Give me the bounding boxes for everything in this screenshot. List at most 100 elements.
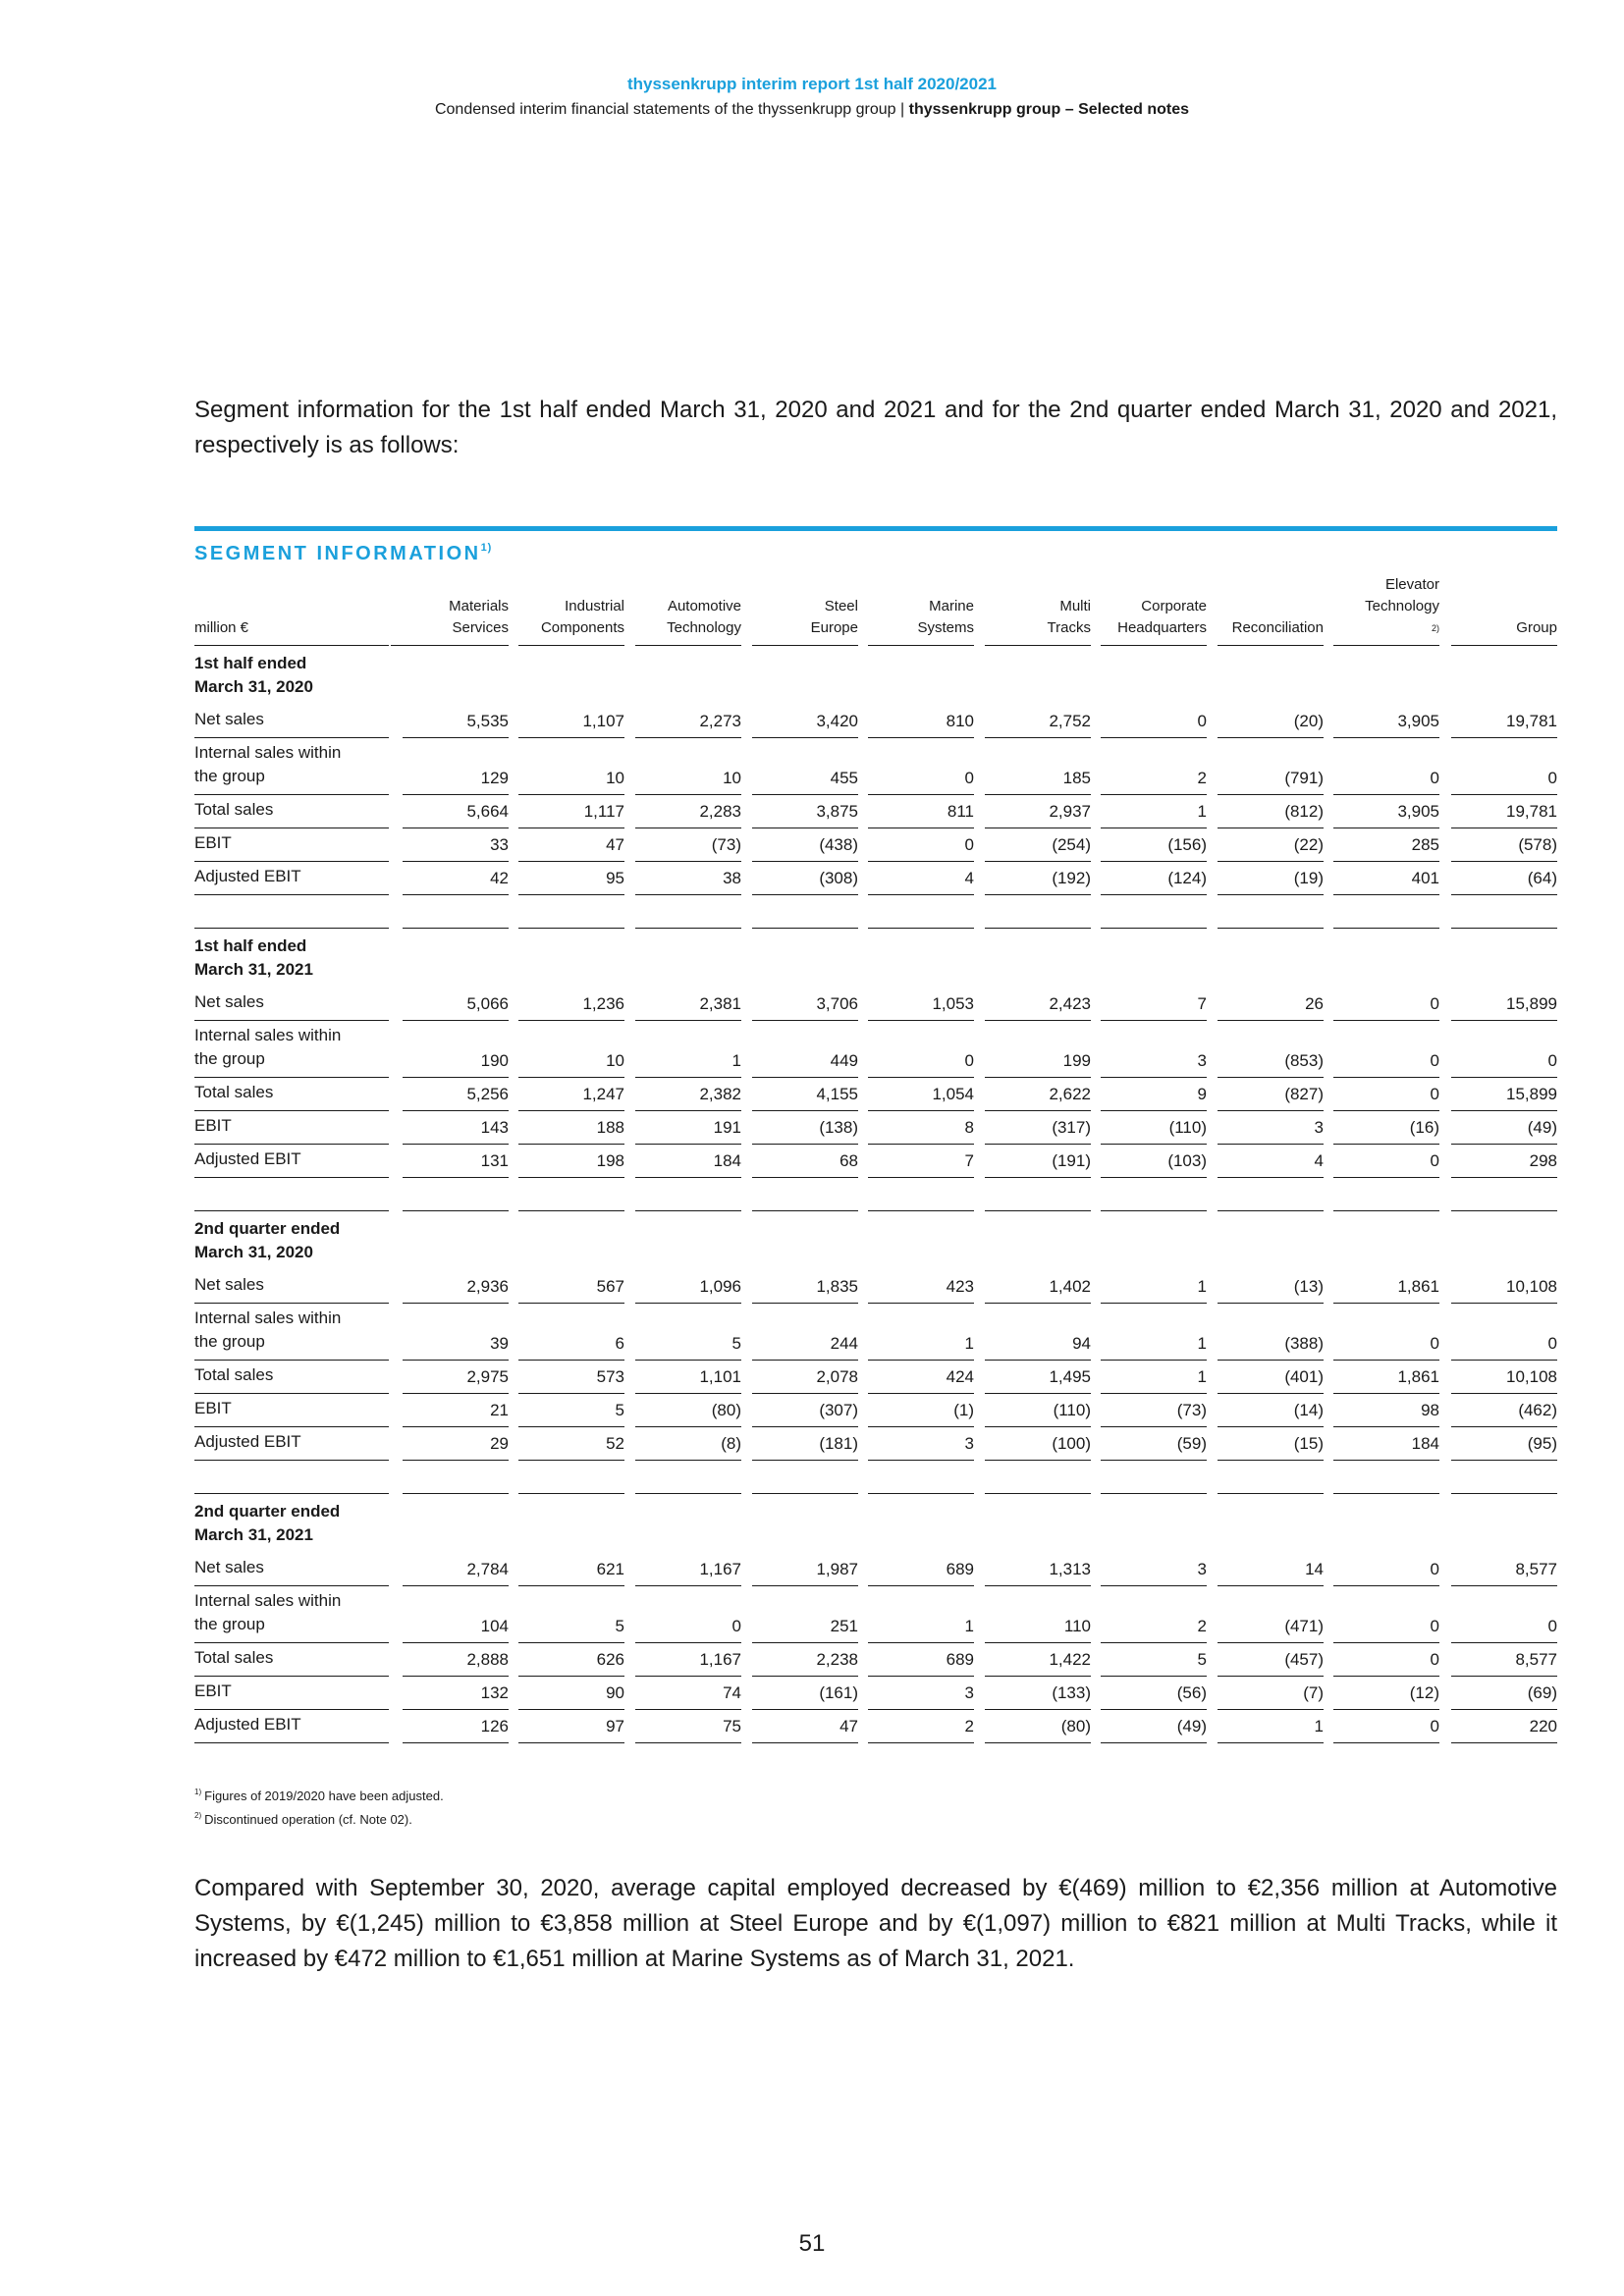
table-cell: 75 — [635, 1710, 741, 1743]
table-cell: 8 — [868, 1111, 974, 1145]
gap-cell — [1218, 1178, 1324, 1211]
cell-value: (317) — [1052, 1118, 1091, 1137]
column-header-line2-text: Systems — [917, 619, 974, 636]
table-cell: 95 — [518, 862, 624, 895]
footnote-mark: 1) — [194, 1788, 202, 1796]
gap-cell — [518, 1461, 624, 1494]
gap-cell — [752, 1178, 858, 1211]
cell-value: 2,975 — [466, 1367, 509, 1386]
gap-cell — [518, 895, 624, 929]
table-cell: (19) — [1218, 862, 1324, 895]
table-cell: (12) — [1333, 1677, 1439, 1710]
table-cell: 449 — [752, 1021, 858, 1078]
column-header-line2: Services — [391, 617, 509, 639]
cell-value: 184 — [713, 1151, 741, 1170]
cell-value: 3 — [964, 1683, 974, 1702]
cell-value: 220 — [1529, 1717, 1557, 1735]
column-header-line1 — [1451, 596, 1557, 617]
column-header-line1: Multi — [1059, 598, 1091, 614]
table-cell: 401 — [1333, 862, 1439, 895]
cell-value: (191) — [1052, 1151, 1091, 1170]
row-label-line1: Adjusted EBIT — [194, 1715, 301, 1734]
cell-value: 3 — [1197, 1560, 1207, 1578]
cell-value: 1 — [1197, 1367, 1207, 1386]
section-title-line1: 1st half ended — [194, 936, 307, 955]
table-cell: (8) — [635, 1427, 741, 1461]
section-title-line1: 1st half ended — [194, 654, 307, 672]
cell-value: 4 — [1314, 1151, 1324, 1170]
cell-value: 3 — [1197, 1051, 1207, 1070]
table-cell: (156) — [1101, 828, 1207, 862]
cell-value: (69) — [1527, 1683, 1557, 1702]
table-cell: 198 — [518, 1145, 624, 1178]
cell-value: 10,108 — [1506, 1367, 1557, 1386]
table-cell: 4 — [1218, 1145, 1324, 1178]
table-cell: (59) — [1101, 1427, 1207, 1461]
cell-value: (8) — [721, 1434, 741, 1453]
cell-value: (457) — [1284, 1650, 1324, 1669]
row-label-line1: Net sales — [194, 710, 264, 728]
table-row: Internal sales within the group 129 10 10 455… — [194, 738, 1557, 795]
gap-cell — [194, 1178, 389, 1211]
cell-value: (73) — [1176, 1401, 1207, 1419]
cell-value: (471) — [1284, 1617, 1324, 1635]
cell-value: (156) — [1167, 835, 1207, 854]
column-header-text: Marine Systems — [868, 596, 974, 639]
table-cell: (124) — [1101, 862, 1207, 895]
cell-value: (80) — [1060, 1717, 1091, 1735]
table-cell: 1 — [868, 1304, 974, 1361]
table-cell: (110) — [1101, 1111, 1207, 1145]
cell-value: (578) — [1518, 835, 1557, 854]
cell-value: 1,101 — [699, 1367, 741, 1386]
column-header-line2: Systems — [868, 617, 974, 639]
row-label-line1: Total sales — [194, 800, 274, 819]
table-cell: 191 — [635, 1111, 741, 1145]
cell-value: 567 — [596, 1277, 624, 1296]
table-cell: 5 — [518, 1586, 624, 1643]
cell-value: 5,066 — [466, 994, 509, 1013]
table-cell: (791) — [1218, 738, 1324, 795]
table-cell: 4,155 — [752, 1078, 858, 1111]
cell-value: 21 — [490, 1401, 509, 1419]
row-label-line1: EBIT — [194, 1399, 232, 1417]
table-cell: 47 — [518, 828, 624, 862]
table-cell: (49) — [1101, 1710, 1207, 1743]
column-header-line2-text: Headquarters — [1117, 619, 1207, 636]
table-cell: (578) — [1451, 828, 1557, 862]
table-cell: 573 — [518, 1361, 624, 1394]
table-cell: 251 — [752, 1586, 858, 1643]
table-cell: 3 — [868, 1427, 974, 1461]
table-cell: 19,781 — [1451, 705, 1557, 738]
table-cell: 3,875 — [752, 795, 858, 828]
table-cell: 1,096 — [635, 1270, 741, 1304]
cell-value: 3,905 — [1397, 712, 1439, 730]
table-cell: 19,781 — [1451, 795, 1557, 828]
cell-value: 1 — [964, 1617, 974, 1635]
table-cell: (80) — [635, 1394, 741, 1427]
cell-value: (1) — [953, 1401, 974, 1419]
column-header-footnote-mark: 2) — [1431, 623, 1439, 633]
table-row: EBIT 143 188 191 (138) 8 (317) (110) 3 (16) (49) — [194, 1111, 1557, 1145]
footnotes: 1) Figures of 2019/2020 have been adjuste… — [194, 1783, 444, 1830]
cell-value: 1 — [1197, 802, 1207, 821]
table-cell: 97 — [518, 1710, 624, 1743]
row-label: Net sales — [194, 988, 389, 1021]
table-row: Total sales 2,888 626 1,167 2,238 689 1,422 5 (4… — [194, 1643, 1557, 1677]
cell-value: 126 — [480, 1717, 509, 1735]
table-cell: 94 — [985, 1304, 1091, 1361]
table-cell: 0 — [868, 1021, 974, 1078]
cell-value: 244 — [830, 1334, 858, 1353]
row-label-line1: Total sales — [194, 1648, 274, 1667]
cell-value: 47 — [606, 835, 624, 854]
gap-cell — [752, 895, 858, 929]
table-cell: 104 — [403, 1586, 509, 1643]
gap-cell — [868, 1461, 974, 1494]
row-label: Internal sales within the group — [194, 1021, 389, 1078]
row-label-text: EBIT — [194, 1114, 232, 1138]
column-header-line2-text: Tracks — [1047, 619, 1091, 636]
intro-paragraph: Segment information for the 1st half end… — [194, 397, 1557, 458]
cell-value: 26 — [1305, 994, 1324, 1013]
table-cell: (254) — [985, 828, 1091, 862]
footnote: 1) Figures of 2019/2020 have been adjuste… — [194, 1783, 444, 1806]
table-cell: (438) — [752, 828, 858, 862]
